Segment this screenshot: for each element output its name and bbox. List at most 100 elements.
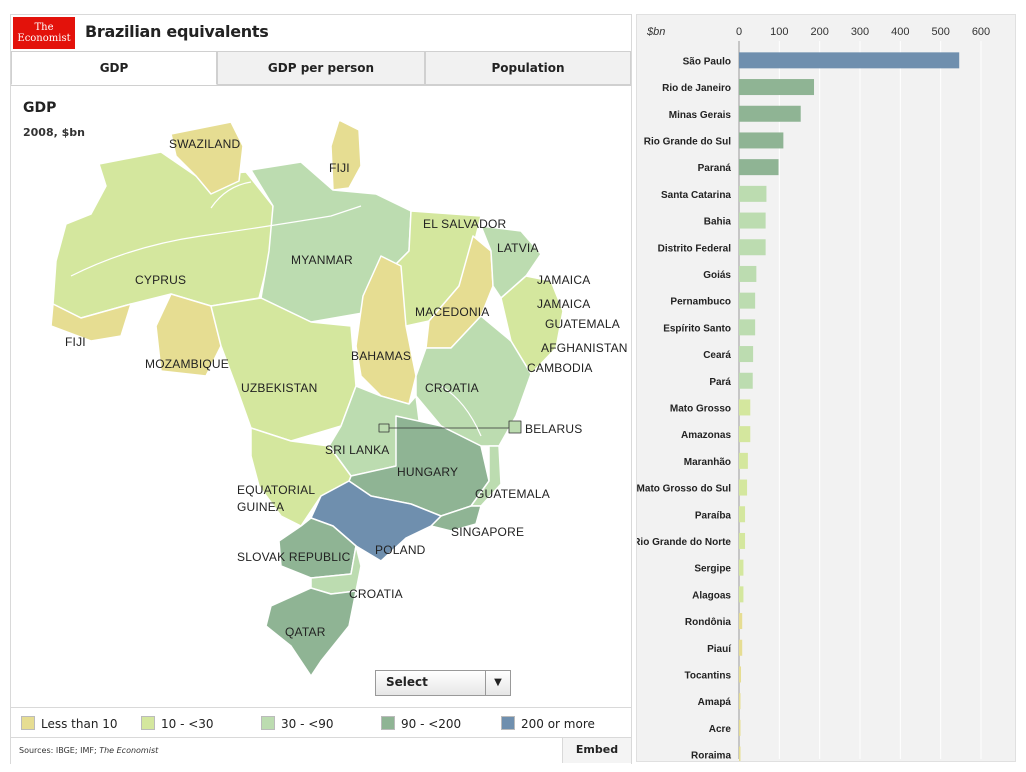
legend-label: 30 - <90 (281, 717, 334, 731)
map-label: QATAR (285, 625, 326, 639)
bar-chart-panel: $bn 0 100 200 300 400 500 600 São Paulo Rio de Ja… (636, 14, 1016, 762)
map-subtitle: 2008, $bn (23, 126, 85, 139)
map-label: UZBEKISTAN (241, 381, 317, 395)
category-label: Amazonas (681, 430, 731, 441)
state-bahia[interactable] (415, 315, 532, 447)
category-label: Rondônia (685, 617, 732, 628)
category-label: Espírito Santo (663, 323, 731, 334)
legend-label: 90 - <200 (401, 717, 462, 731)
state-select[interactable]: Select ▼ (375, 670, 511, 696)
state-acre[interactable] (50, 303, 132, 342)
sources-italic: The Economist (99, 746, 159, 755)
map-label: POLAND (375, 543, 426, 557)
bar (739, 212, 766, 229)
map-label: EL SALVADOR (423, 217, 506, 231)
category-label: Ceará (703, 350, 731, 361)
tick-label: 200 (810, 26, 828, 38)
legend-swatch (21, 716, 35, 730)
map-label: HUNGARY (397, 465, 458, 479)
sources-text: Sources: IBGE; IMF; (19, 746, 100, 755)
tick-label: 300 (851, 26, 869, 38)
embed-button[interactable]: Embed (562, 738, 631, 763)
page-title: Brazilian equivalents (85, 22, 269, 41)
legend-item: Less than 10 (21, 716, 118, 732)
legend-label: 200 or more (521, 717, 595, 731)
tab-population[interactable]: Population (425, 51, 631, 85)
category-label: Amapá (698, 697, 732, 708)
bar (739, 159, 779, 176)
legend-swatch (381, 716, 395, 730)
sources: Sources: IBGE; IMF; The Economist (19, 746, 158, 755)
header: The Economist Brazilian equivalents (11, 15, 631, 51)
category-label: Maranhão (684, 457, 731, 468)
legend-item: 10 - <30 (141, 716, 214, 732)
river-sao-francisco (440, 385, 482, 437)
tab-gdp[interactable]: GDP (11, 51, 217, 85)
state-roraima[interactable] (170, 121, 244, 195)
category-label: Mato Grosso do Sul (637, 484, 731, 495)
bar-chart: $bn 0 100 200 300 400 500 600 São Paulo Rio de Ja… (637, 26, 990, 761)
map-title: GDP (23, 100, 57, 116)
category-label: Paraná (698, 163, 732, 174)
map-label: JAMAICA (537, 273, 590, 287)
bar (739, 613, 743, 630)
category-label: Pernambuco (670, 297, 731, 308)
river-branch (210, 181, 252, 209)
bar (739, 559, 744, 576)
brazil-map: SWAZILAND FIJI EL SALVADOR LATVIA MYANMA… (50, 119, 628, 677)
legend: Less than 10 10 - <30 30 - <90 90 - <200… (11, 707, 631, 738)
tab-gdp-per-person[interactable]: GDP per person (217, 51, 425, 85)
category-label: Goiás (703, 270, 731, 281)
map-label: CYPRUS (135, 273, 186, 287)
tick-label: 600 (972, 26, 990, 38)
map-label: MOZAMBIQUE (145, 357, 229, 371)
logo-bottom: Economist (17, 33, 71, 44)
map-label: MACEDONIA (415, 305, 489, 319)
state-maranhao[interactable] (385, 210, 482, 327)
bar (739, 399, 751, 416)
category-label: Acre (709, 724, 732, 735)
map-label: BAHAMAS (351, 349, 411, 363)
map-label: FIJI (65, 335, 86, 349)
category-label: Paraíba (695, 510, 732, 521)
bar (739, 693, 741, 710)
legend-swatch (501, 716, 515, 730)
bar (739, 639, 743, 656)
bar (739, 132, 784, 149)
category-label: Tocantins (685, 670, 732, 681)
tick-label: 100 (770, 26, 788, 38)
bar (739, 52, 960, 69)
tab-bar: GDP GDP per person Population (11, 51, 631, 85)
bar (739, 292, 756, 309)
map-label: LATVIA (497, 241, 539, 255)
state-amapa[interactable] (330, 119, 362, 191)
map-label: EQUATORIAL (237, 483, 315, 497)
map-panel: The Economist Brazilian equivalents GDP … (10, 14, 632, 764)
bar (739, 105, 801, 122)
tick-label: 500 (931, 26, 949, 38)
bar (739, 426, 751, 443)
category-label: Pará (709, 377, 731, 388)
category-label: Minas Gerais (669, 110, 732, 121)
state-mato-grosso[interactable] (210, 297, 357, 442)
bar (739, 719, 741, 736)
category-label: Mato Grosso (670, 403, 731, 414)
bar (739, 239, 766, 256)
category-label: Santa Catarina (661, 190, 731, 201)
chevron-down-icon[interactable]: ▼ (485, 671, 510, 695)
map-label: CROATIA (425, 381, 479, 395)
bar (739, 346, 754, 363)
legend-swatch (261, 716, 275, 730)
category-label: Roraima (691, 751, 731, 761)
category-label: São Paulo (683, 56, 731, 67)
map-label: JAMAICA (537, 297, 590, 311)
map-label: AFGHANISTAN (541, 341, 628, 355)
map-label: FIJI (329, 161, 350, 175)
bar (739, 265, 757, 282)
map-label: SLOVAK REPUBLIC (237, 550, 351, 564)
map-label: SINGAPORE (451, 525, 524, 539)
state-rio-grande-do-sul[interactable] (265, 587, 357, 677)
legend-label: Less than 10 (41, 717, 118, 731)
map-label: GUATEMALA (545, 317, 620, 331)
df-marker-box[interactable] (378, 423, 390, 433)
